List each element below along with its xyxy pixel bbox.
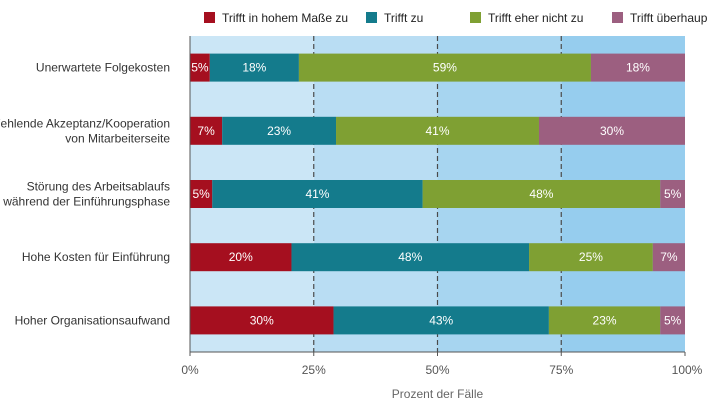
legend-label: Trifft eher nicht zu [488,11,583,25]
bar-value-label: 25% [579,250,603,264]
x-tick-label: 75% [549,363,573,377]
bar-value-label: 7% [660,250,678,264]
category-labels: Unerwartete Folgekosten Fehlende Akzeptan… [0,61,170,328]
bar-segment [336,116,539,145]
bar-value-label: 23% [267,124,291,138]
bar-value-label: 48% [398,250,422,264]
bar-value-label: 5% [191,61,209,75]
bar-value-label: 41% [425,124,449,138]
bars: 5% 18% 59% 18% 7% 23% 41% 30% 5% 41% 48% 5% 20% 48% 25… [190,53,685,335]
category-label: Störung des Arbeitsablaufs während der Ei… [2,180,170,209]
bar-segment [190,306,334,335]
category-label: Unerwartete Folgekosten [36,61,170,75]
bar-segment [660,306,685,335]
x-tick-labels: 0% 25% 50% 75% 100% [181,363,702,377]
legend: Trifft in hohem Maße zu Trifft zu Trifft e… [204,11,707,25]
x-axis-title: Prozent der Fälle [392,387,484,401]
bar-segment [422,180,661,208]
bar-segment [190,53,210,82]
bar-segment [538,116,685,145]
bar-value-label: 41% [305,187,329,201]
legend-label: Trifft überhaupt nicht zu [630,11,707,25]
legend-label: Trifft in hohem Maße zu [222,11,348,25]
bar-segment [291,243,530,272]
bar-value-label: 30% [250,313,274,327]
bar-segment [590,53,685,82]
legend-label: Trifft zu [384,11,423,25]
bar-value-label: 23% [593,313,617,327]
bar-segment [222,116,337,145]
bar-segment [190,180,213,208]
bar-segment [652,243,685,272]
bar-segment [190,116,223,145]
bar-value-label: 5% [664,187,682,201]
bar-segment [529,243,653,272]
legend-swatch [204,12,215,23]
bar-segment [298,53,591,82]
axes [189,36,686,356]
bar-segment [212,180,423,208]
bar-value-label: 5% [664,313,682,327]
bar-value-label: 7% [197,124,215,138]
x-tick-label: 0% [181,363,199,377]
bar-value-label: 43% [429,313,453,327]
bar-value-label: 20% [229,250,253,264]
x-tick-label: 25% [302,363,326,377]
legend-swatch [470,12,481,23]
bar-value-label: 18% [242,61,266,75]
bar-value-label: 5% [192,187,210,201]
legend-swatch [366,12,377,23]
x-tick-label: 50% [425,363,449,377]
bar-value-label: 48% [529,187,553,201]
category-label: Fehlende Akzeptanz/Kooperation von Mitarb… [0,116,170,145]
category-label: Hoher Organisationsaufwand [15,313,170,327]
legend-swatch [612,12,623,23]
bar-value-label: 30% [600,124,624,138]
bar-value-label: 18% [626,61,650,75]
bar-segment [660,180,685,208]
bar-segment [333,306,549,335]
x-tick-label: 100% [672,363,703,377]
bar-segment [209,53,299,82]
bar-segment [548,306,661,335]
gridlines [313,36,562,352]
bar-segment [190,243,292,272]
bar-value-label: 59% [433,61,457,75]
category-label: Hohe Kosten für Einführung [22,250,170,264]
